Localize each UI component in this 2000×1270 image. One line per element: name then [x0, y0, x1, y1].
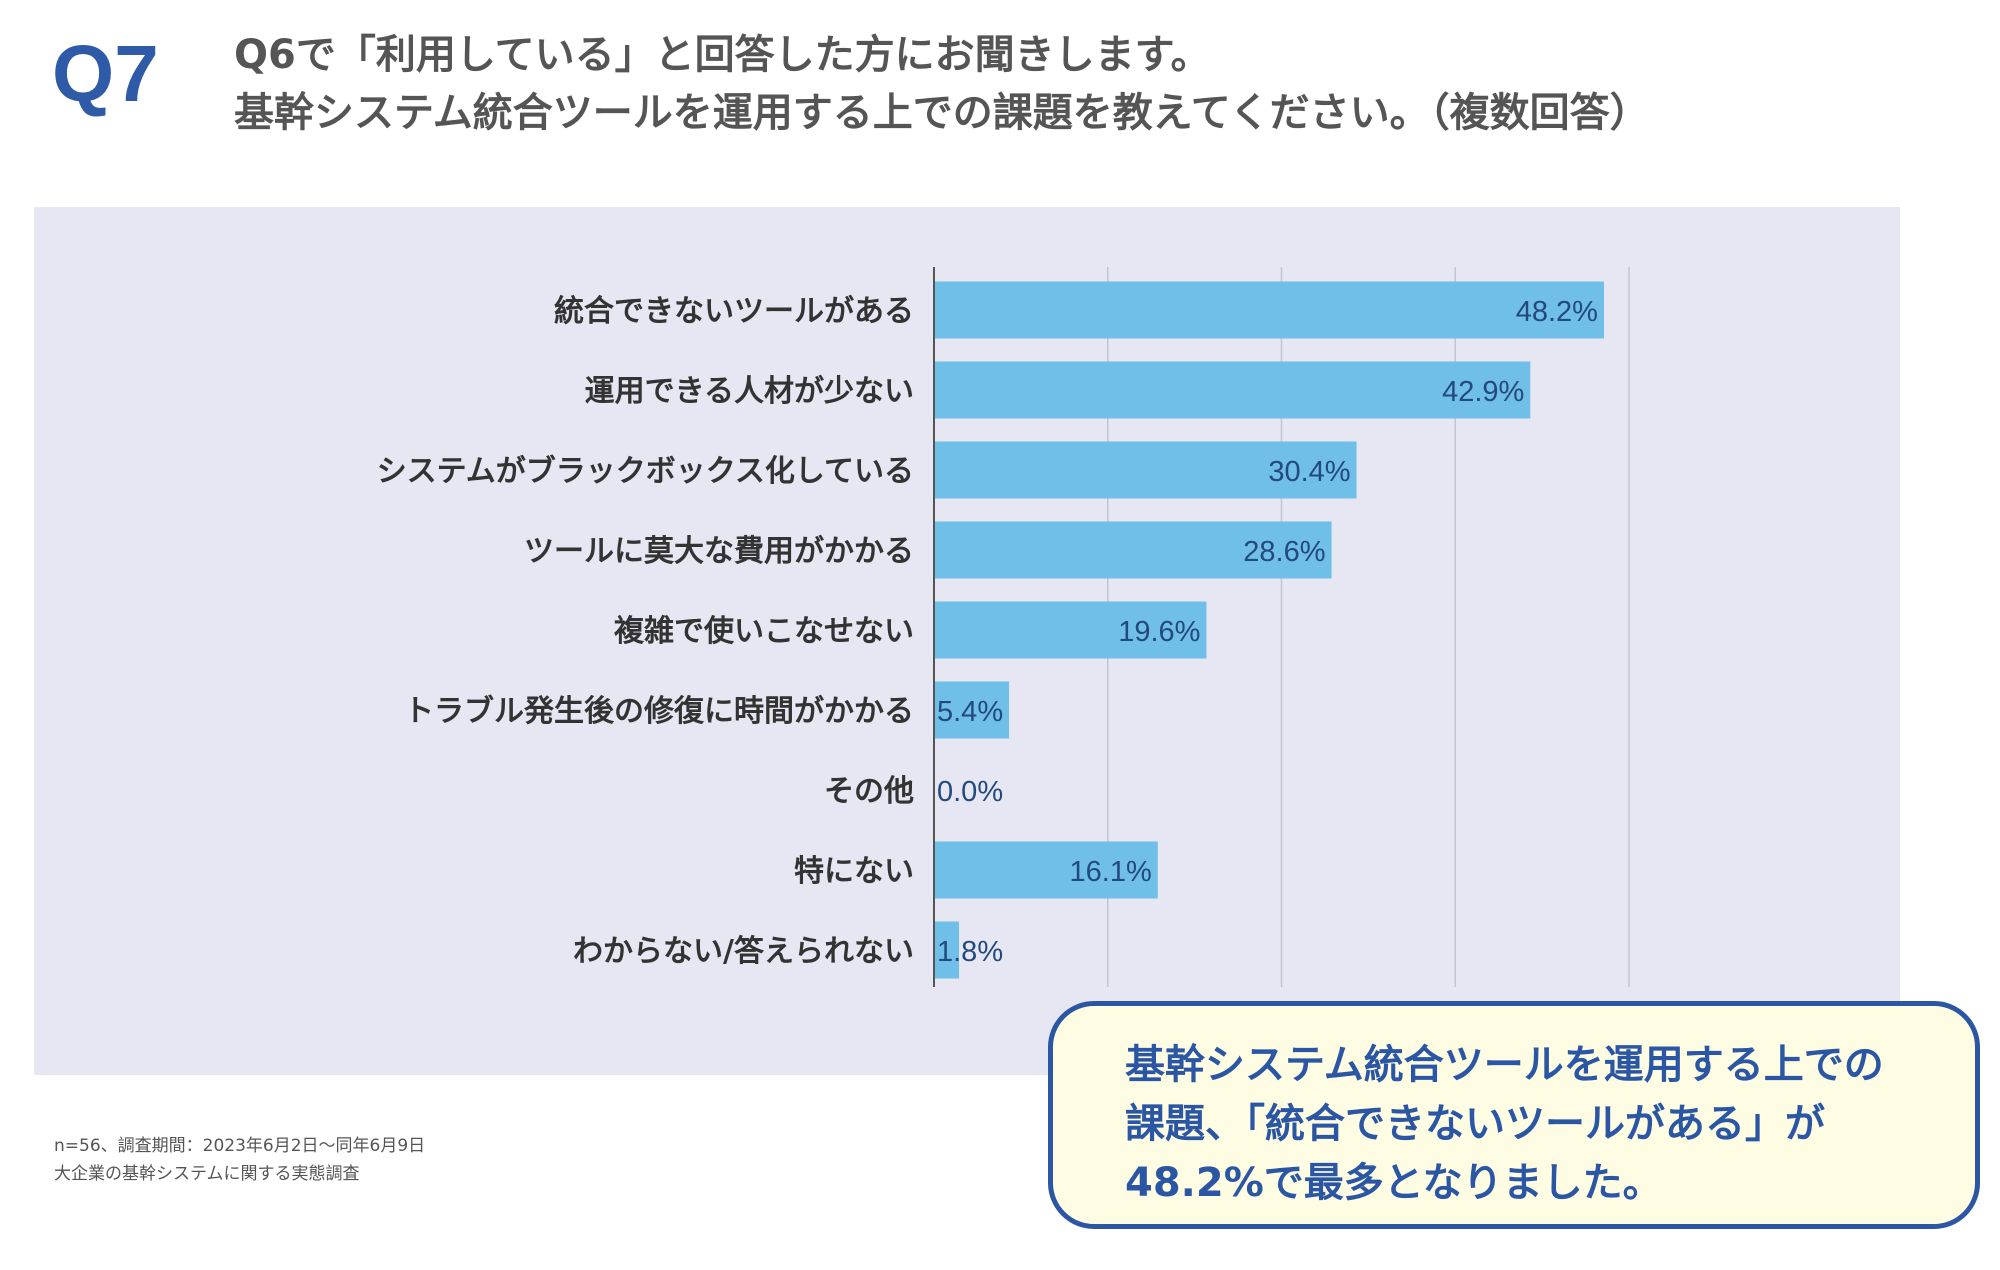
- page-title: Q6で「利用している」と回答した方にお聞きします。 基幹システム統合ツールを運用…: [234, 26, 1934, 142]
- value-label-3: 30.4%: [1268, 456, 1350, 488]
- category-label-9: わからない/答えられない: [573, 934, 914, 969]
- bar-5: [934, 601, 1207, 659]
- question-number: Q7: [52, 29, 159, 118]
- value-label-2: 42.9%: [1442, 376, 1524, 408]
- value-label-4: 28.6%: [1243, 536, 1325, 568]
- category-label-7: その他: [824, 774, 914, 809]
- title-line-2: 基幹システム統合ツールを運用する上での課題を教えてください。（複数回答）: [234, 90, 1650, 136]
- bar-4: [934, 521, 1332, 579]
- category-label-4: ツールに莫大な費用がかかる: [524, 534, 914, 569]
- callout-line-1: 基幹システム統合ツールを運用する上での: [1125, 1042, 1884, 1088]
- value-label-7: 0.0%: [937, 776, 1003, 808]
- bar-9: [934, 921, 960, 979]
- callout-line-3: 48.2%で最多となりました。: [1125, 1160, 1663, 1206]
- callout-line-2: 課題、「統合できないツールがある」が: [1125, 1101, 1825, 1147]
- category-label-6: トラブル発生後の修復に時間がかかる: [404, 694, 914, 729]
- bar-2: [934, 361, 1531, 419]
- chart-panel: 統合できないツールがある 48.2% 運用できる人材が少ない 42.9% システムがブラ…: [34, 207, 1900, 1075]
- bar-8: [934, 841, 1158, 899]
- category-label-5: 複雑で使いこなせない: [614, 614, 914, 649]
- footnote-survey: 大企業の基幹システムに関する実態調査: [54, 1164, 360, 1184]
- category-label-3: システムがブラックボックス化している: [377, 454, 914, 489]
- summary-callout: 基幹システム統合ツールを運用する上での 課題、「統合できないツールがある」が 4…: [1048, 1001, 1980, 1229]
- bar-chart: 統合できないツールがある 48.2% 運用できる人材が少ない 42.9% システムがブラ…: [377, 267, 1630, 987]
- category-label-1: 統合できないツールがある: [554, 294, 914, 329]
- footnote-sample: n=56、調査期間：2023年6月2日〜同年6月9日: [54, 1136, 426, 1156]
- value-label-5: 19.6%: [1118, 616, 1200, 648]
- bar-1: [934, 281, 1604, 339]
- title-line-1: Q6で「利用している」と回答した方にお聞きします。: [234, 32, 1211, 78]
- value-label-6: 5.4%: [937, 696, 1003, 728]
- value-label-8: 16.1%: [1070, 856, 1152, 888]
- category-label-8: 特にない: [794, 854, 914, 889]
- bar-3: [934, 441, 1357, 499]
- footnote: n=56、調査期間：2023年6月2日〜同年6月9日 大企業の基幹システムに関す…: [54, 1132, 425, 1188]
- category-label-2: 運用できる人材が少ない: [585, 374, 914, 409]
- value-label-9: 1.8%: [937, 936, 1003, 968]
- bar-6: [934, 681, 1010, 739]
- value-label-1: 48.2%: [1516, 296, 1598, 328]
